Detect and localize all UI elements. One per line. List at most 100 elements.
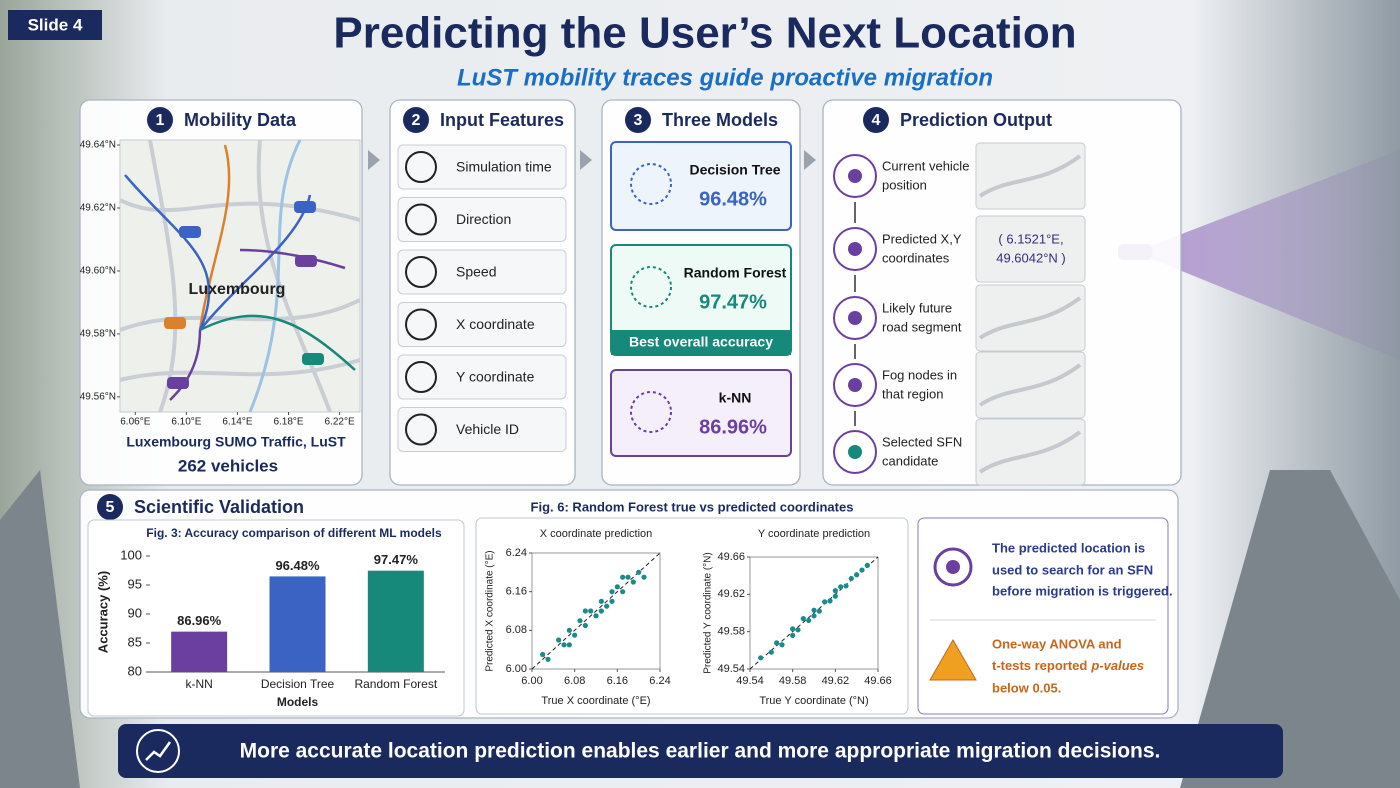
step-icon-dot bbox=[848, 169, 862, 183]
map-road bbox=[119, 358, 361, 382]
y-tick-label: 49.58 bbox=[717, 626, 745, 638]
model-accuracy: 96.48% bbox=[699, 188, 767, 210]
map-road bbox=[256, 139, 332, 413]
step-icon-dot bbox=[848, 445, 862, 459]
map-caption: Luxembourg SUMO Traffic, LuST bbox=[126, 434, 346, 450]
x-tick-label: 49.62 bbox=[822, 675, 850, 687]
y-axis-title: Predicted X coordinate (°E) bbox=[485, 550, 496, 671]
note-text: below 0.05. bbox=[992, 680, 1061, 695]
vehicle-marker bbox=[164, 317, 186, 329]
bar bbox=[269, 576, 326, 672]
predicted-coordinate: ( 6.1521°E, bbox=[998, 231, 1063, 246]
scatter-point bbox=[582, 608, 588, 614]
x-axis-title: True X coordinate (°E) bbox=[541, 695, 650, 707]
model-accuracy: 97.47% bbox=[699, 291, 767, 313]
y-tick-label: 49.62 bbox=[717, 588, 745, 600]
x-tick-label: k-NN bbox=[186, 677, 213, 691]
thumbnail-road bbox=[978, 296, 1082, 340]
road bbox=[0, 470, 80, 788]
y-tick-label: 90 bbox=[128, 605, 142, 620]
step-text: Likely future bbox=[882, 300, 952, 315]
scatter-point bbox=[625, 574, 631, 580]
feature-label: Speed bbox=[456, 264, 496, 280]
scatter-point bbox=[811, 613, 817, 619]
thumbnail-road bbox=[978, 430, 1082, 474]
feature-icon bbox=[405, 308, 437, 341]
map-roads bbox=[119, 139, 361, 413]
feature-label: X coordinate bbox=[456, 316, 535, 332]
scatter-point bbox=[843, 583, 849, 589]
scatter-title: Y coordinate prediction bbox=[758, 528, 870, 540]
map-x-tick-label: 6.22°E bbox=[325, 417, 355, 428]
map-x-tick-label: 6.06°E bbox=[120, 417, 150, 428]
scatter-point bbox=[816, 608, 822, 614]
scatter-point bbox=[768, 649, 774, 655]
map-y-tick-label: 49.64°N bbox=[80, 140, 116, 151]
scatter-point bbox=[588, 608, 594, 614]
thumbnail-road bbox=[978, 154, 1082, 198]
target-icon bbox=[946, 560, 960, 574]
feature-icon bbox=[405, 203, 437, 236]
step-text: position bbox=[882, 177, 927, 192]
footer-icon-chart bbox=[145, 741, 172, 761]
flow-arrow bbox=[368, 150, 380, 170]
scatter-point bbox=[827, 598, 833, 604]
step-icon-dot bbox=[848, 311, 862, 325]
scatter-point bbox=[572, 632, 578, 638]
scatter-point bbox=[604, 603, 610, 609]
step-number-badge bbox=[97, 494, 123, 520]
model-icon bbox=[630, 163, 672, 205]
bar-value-label: 96.48% bbox=[275, 558, 320, 573]
feature-label: Direction bbox=[456, 211, 511, 227]
warning-icon bbox=[929, 638, 977, 681]
scatter-point bbox=[790, 626, 796, 632]
scatter-point bbox=[641, 574, 647, 580]
step-number-badge bbox=[147, 107, 173, 133]
step-number: 2 bbox=[412, 112, 421, 129]
step-thumbnail bbox=[975, 142, 1086, 210]
scatter-point bbox=[545, 656, 551, 662]
footer-banner bbox=[118, 724, 1283, 778]
prediction-beam bbox=[1135, 150, 1400, 360]
feature-label: Y coordinate bbox=[456, 369, 535, 385]
route bbox=[199, 314, 356, 371]
notes-card bbox=[917, 517, 1169, 715]
y-tick-label: 80 bbox=[128, 663, 142, 678]
slide-subtitle: LuST mobility traces guide proactive mig… bbox=[457, 64, 993, 91]
plot-frame bbox=[531, 552, 661, 670]
map-x-tick-label: 6.18°E bbox=[273, 417, 303, 428]
panel-heading: Prediction Output bbox=[900, 110, 1052, 130]
vehicle-marker bbox=[295, 255, 317, 267]
chart-frame bbox=[475, 517, 909, 715]
step-text: Fog nodes in bbox=[882, 367, 957, 382]
map-city-label: Luxembourg bbox=[189, 281, 286, 298]
model-name: Decision Tree bbox=[689, 162, 780, 178]
x-tick-label: 6.24 bbox=[649, 675, 670, 687]
scatter-point bbox=[790, 632, 796, 639]
step-number: 1 bbox=[156, 112, 165, 129]
scatter-point bbox=[779, 642, 785, 648]
map-river bbox=[248, 139, 302, 413]
step-thumbnail bbox=[975, 418, 1086, 486]
model-icon bbox=[630, 266, 672, 308]
step-number-badge bbox=[863, 107, 889, 133]
step-number: 3 bbox=[634, 112, 643, 129]
feature-row bbox=[397, 197, 567, 242]
scatter-point bbox=[832, 593, 838, 599]
y-tick-label: 85 bbox=[128, 634, 142, 649]
feature-icon bbox=[405, 361, 437, 393]
map bbox=[119, 139, 361, 413]
bar bbox=[171, 631, 228, 672]
step-number-badge bbox=[403, 107, 429, 133]
road bbox=[1180, 470, 1400, 788]
step-thumbnail bbox=[975, 215, 1086, 283]
x-tick-label: 49.66 bbox=[864, 675, 892, 687]
y-tick-label: 6.00 bbox=[506, 663, 527, 675]
scatter-point bbox=[620, 589, 626, 595]
chart-title: Fig. 3: Accuracy comparison of different… bbox=[146, 526, 442, 540]
scatter-point bbox=[593, 613, 599, 619]
predicted-coordinate: 49.6042°N ) bbox=[996, 250, 1066, 265]
bar-value-label: 97.47% bbox=[374, 552, 419, 567]
